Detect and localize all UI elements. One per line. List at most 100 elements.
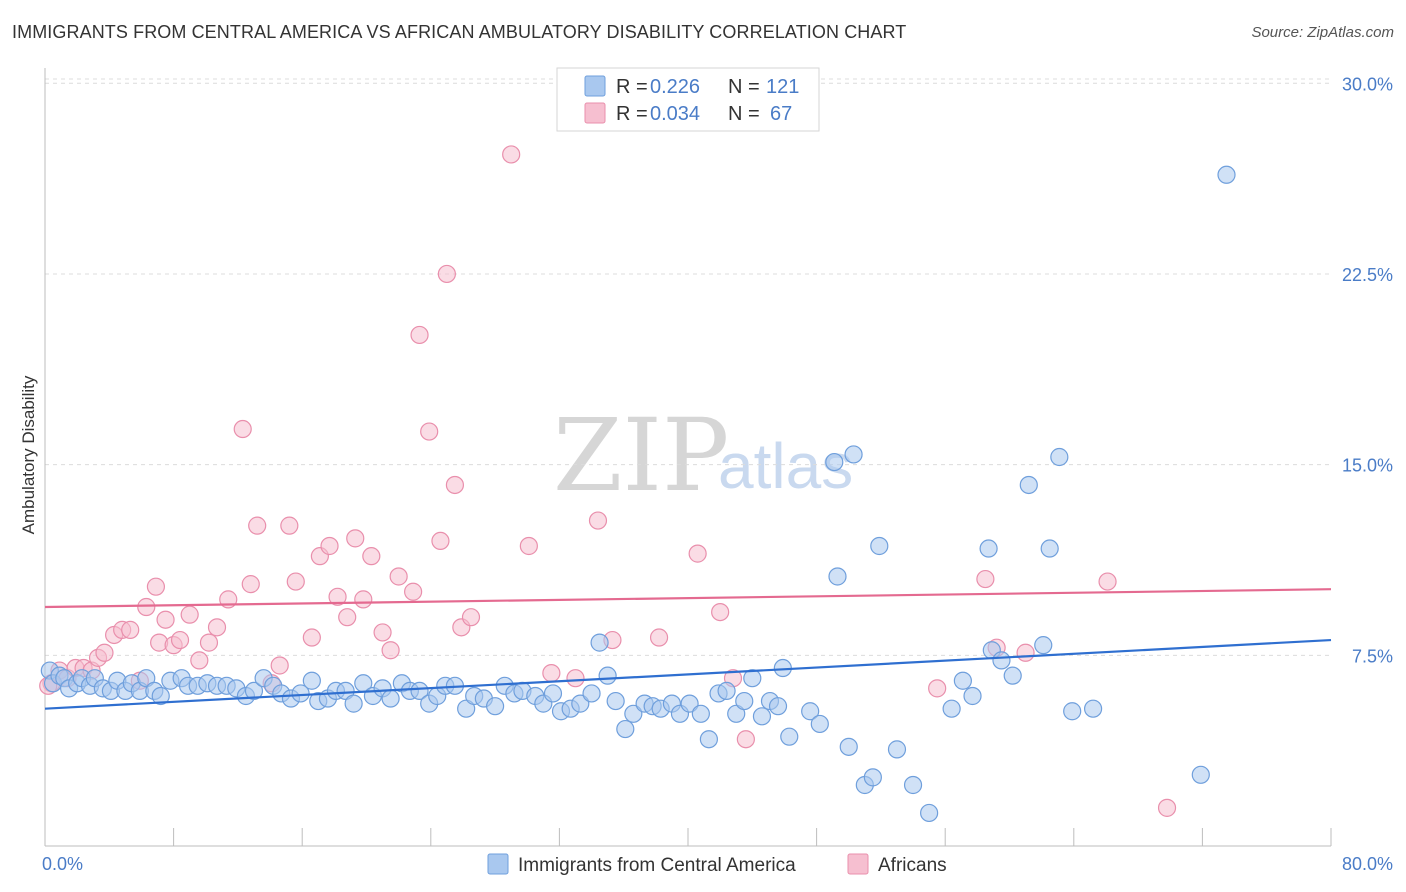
legend-n-label: N =	[728, 76, 760, 98]
legend-r-value: 0.226	[650, 76, 700, 98]
trend-lines	[44, 588, 1332, 710]
data-point-central-america	[571, 694, 590, 713]
data-point-africans	[207, 618, 227, 637]
data-point-central-america	[1050, 447, 1069, 467]
data-point-africans	[270, 656, 289, 675]
watermark-zip: ZIP	[553, 397, 729, 514]
watermark: ZIP atlas	[553, 397, 853, 514]
data-point-central-america	[780, 727, 799, 746]
data-point-central-america	[963, 686, 982, 706]
data-point-africans	[199, 633, 219, 652]
chart-title: IMMIGRANTS FROM CENTRAL AMERICA VS AFRIC…	[12, 22, 907, 42]
data-point-africans	[95, 643, 114, 662]
data-point-central-america	[598, 666, 617, 685]
data-point-central-america	[801, 702, 820, 721]
data-point-africans	[170, 630, 190, 650]
x-tick-label: 0.0%	[42, 854, 83, 874]
data-point-africans	[156, 610, 175, 629]
series-legend: Immigrants from Central America Africans	[487, 853, 947, 876]
y-tick-label: 15.0%	[1342, 456, 1393, 476]
data-point-central-america	[942, 699, 961, 718]
data-point-africans	[241, 575, 260, 594]
data-point-central-america	[616, 719, 635, 739]
data-point-africans	[190, 651, 209, 670]
data-point-africans	[233, 419, 252, 439]
data-point-africans	[280, 516, 299, 535]
data-point-africans	[588, 511, 608, 530]
data-point-central-america	[920, 803, 939, 823]
data-point-central-america	[606, 691, 625, 711]
data-point-africans	[437, 264, 456, 284]
data-point-central-america	[582, 684, 601, 703]
data-point-africans	[519, 536, 538, 556]
data-point-africans	[502, 145, 521, 164]
legend-n-value: 67	[770, 103, 792, 125]
data-point-africans	[736, 730, 755, 749]
y-tick-label: 30.0%	[1342, 74, 1393, 94]
data-point-africans	[146, 577, 166, 596]
data-point-africans	[302, 628, 321, 647]
data-point-africans	[354, 590, 373, 609]
data-point-central-america	[151, 686, 170, 706]
data-point-africans	[688, 544, 707, 563]
trend-line-central-america	[44, 638, 1332, 710]
data-point-africans	[389, 567, 408, 586]
data-point-africans	[410, 325, 429, 345]
data-point-central-america	[680, 694, 699, 713]
data-point-central-america	[743, 669, 762, 688]
source-credit: Source: ZipAtlas.com	[1251, 24, 1394, 41]
data-point-central-america	[752, 707, 772, 726]
data-point-africans	[976, 569, 995, 589]
data-point-central-america	[1063, 702, 1082, 721]
data-point-central-america	[828, 567, 847, 586]
data-point-central-america	[699, 730, 718, 749]
data-point-central-america	[863, 768, 882, 787]
data-point-central-america	[810, 714, 829, 734]
data-point-central-america	[244, 681, 264, 701]
data-point-africans	[1157, 798, 1177, 817]
data-point-central-america	[410, 681, 429, 701]
series-central-america	[40, 165, 1236, 823]
correlation-legend: R = 0.226 N = 121 R = 0.034 N = 67	[556, 67, 820, 132]
data-point-central-america	[691, 704, 710, 723]
data-point-central-america	[590, 633, 609, 652]
data-point-central-america	[992, 651, 1011, 670]
data-point-africans	[420, 422, 439, 441]
data-point-central-america	[1191, 765, 1210, 784]
data-point-central-america	[903, 775, 923, 795]
legend-swatch-blue	[584, 75, 606, 97]
data-point-africans	[404, 582, 423, 601]
data-point-central-america	[887, 740, 907, 759]
legend-n-label: N =	[728, 103, 760, 125]
y-axis-tick-labels: 7.5% 15.0% 22.5% 30.0%	[1342, 74, 1393, 666]
data-point-central-america	[870, 536, 889, 556]
data-point-africans	[431, 531, 450, 551]
y-axis-label: Ambulatory Disability	[19, 375, 38, 534]
legend-swatch-pink	[584, 102, 606, 124]
gridlines	[45, 78, 1331, 656]
data-point-central-america	[1003, 666, 1022, 685]
data-point-central-america	[344, 694, 363, 713]
legend-r-label: R =	[616, 103, 648, 125]
data-point-africans	[1098, 572, 1117, 591]
data-point-central-america	[486, 697, 505, 716]
legend-swatch-africans	[847, 853, 869, 875]
legend-r-value: 0.034	[650, 103, 700, 125]
data-point-central-america	[302, 671, 321, 690]
data-point-africans	[542, 664, 561, 683]
x-axis-tick-labels: 0.0% 80.0%	[42, 854, 1393, 874]
data-point-central-america	[735, 691, 754, 711]
legend-r-label: R =	[616, 76, 648, 98]
data-point-africans	[373, 623, 392, 642]
data-point-central-america	[1040, 539, 1059, 558]
data-point-africans	[1016, 643, 1035, 662]
data-point-africans	[121, 620, 140, 639]
data-point-central-america	[1019, 475, 1038, 495]
data-point-africans	[711, 602, 730, 622]
data-point-central-america	[844, 445, 863, 464]
data-point-central-america	[1034, 636, 1053, 655]
data-point-africans	[338, 608, 357, 627]
data-point-central-america	[839, 737, 858, 756]
data-point-africans	[362, 547, 381, 566]
